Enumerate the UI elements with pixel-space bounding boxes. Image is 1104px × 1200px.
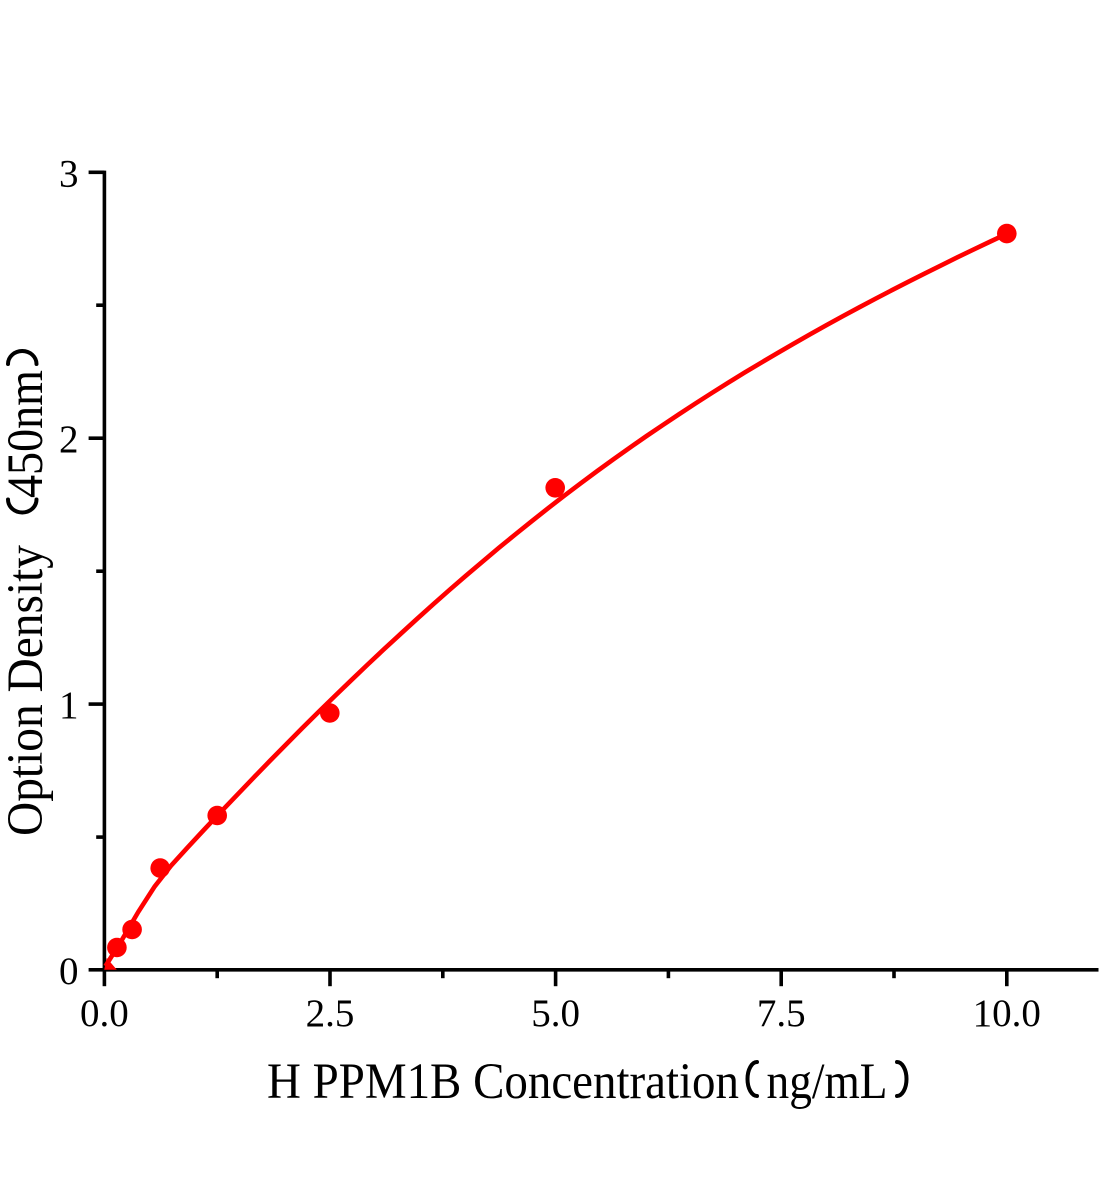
svg-text:450nm: 450nm [0, 370, 54, 498]
svg-text:1: 1 [59, 684, 79, 727]
svg-text:ng/mL: ng/mL [767, 1054, 888, 1110]
svg-text:10.0: 10.0 [973, 992, 1041, 1035]
svg-text:Option Density: Option Density [0, 545, 54, 836]
svg-text:2: 2 [59, 418, 79, 461]
svg-text:0: 0 [59, 950, 79, 993]
svg-text:3: 3 [59, 152, 79, 195]
svg-text:5.0: 5.0 [531, 992, 580, 1035]
svg-text:0.0: 0.0 [80, 992, 129, 1035]
svg-text:7.5: 7.5 [757, 992, 806, 1035]
svg-text:2.5: 2.5 [306, 992, 355, 1035]
svg-text:H PPM1B Concentration: H PPM1B Concentration [267, 1054, 739, 1110]
